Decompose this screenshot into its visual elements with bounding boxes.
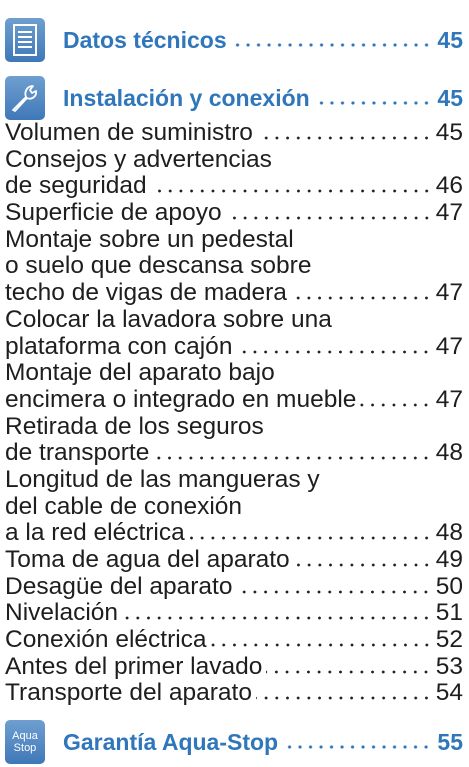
entry: Nivelación 51 xyxy=(5,600,463,627)
entry: Volumen de suministro 45 xyxy=(5,119,463,147)
entry: Superficie de apoyo 47 xyxy=(5,199,463,227)
entry-line: plataforma con cajón xyxy=(5,332,233,360)
entry: Consejos y advertencias de seguridad 46 xyxy=(5,145,463,200)
leader xyxy=(236,589,432,594)
section: Instalación y conexión 45 xyxy=(5,75,463,121)
entry-row: Nivelación 51 xyxy=(5,600,463,627)
entry-page: 54 xyxy=(435,679,463,707)
entry-line: Montaje sobre un pedestal xyxy=(5,225,294,253)
entry-page: 45 xyxy=(435,119,463,146)
icon-document xyxy=(5,18,45,62)
leader xyxy=(256,136,432,140)
entry-line: o suelo que descansa sobre xyxy=(5,252,312,280)
entry-line: Volumen de suministro xyxy=(5,119,253,146)
entry-page: 47 xyxy=(435,199,463,227)
entry-page: 47 xyxy=(435,332,463,360)
entry-line: Desagüe del aparato xyxy=(5,572,233,600)
icon-text: Stop xyxy=(13,742,37,754)
entry: Transporte del aparato 54 xyxy=(5,680,463,707)
icon-aqua-stop: Aqua Stop xyxy=(5,720,45,764)
entry-row: Transporte del aparato 54 xyxy=(5,680,463,707)
entry-page: 52 xyxy=(435,626,463,654)
entry-line: techo de vigas de madera xyxy=(5,279,287,307)
entry: Montaje sobre un pedestal o suelo que des… xyxy=(5,225,463,307)
entry-page: 50 xyxy=(435,572,463,600)
entry-row: a la red eléctrica 48 xyxy=(5,520,463,547)
icon-wrench xyxy=(5,76,45,120)
entry-row: plataforma con cajón 47 xyxy=(5,332,463,361)
entry-line: Conexión eléctrica xyxy=(5,626,207,654)
entry: Montaje del aparato bajo encimera o integ… xyxy=(5,359,463,414)
entry-line: Nivelación xyxy=(5,599,119,627)
section-title: Garantía Aqua-Stop xyxy=(63,728,279,755)
entry-page: 51 xyxy=(435,599,463,627)
entry-row: Conexión eléctrica 52 xyxy=(5,626,463,654)
entry-page: 47 xyxy=(435,279,463,307)
leader xyxy=(290,296,432,301)
leader xyxy=(266,669,432,674)
entry-line: del cable de conexión xyxy=(5,492,243,520)
entry-line: Longitud de las mangueras y xyxy=(5,465,320,493)
entry-page: 48 xyxy=(435,439,463,467)
entry-row: techo de vigas de madera 47 xyxy=(5,279,463,307)
entry-line: Colocar la lavadora sobre una xyxy=(5,305,332,333)
section-page: 45 xyxy=(437,84,463,111)
entry-line: Transporte del aparato xyxy=(5,679,252,707)
leader xyxy=(236,349,432,354)
entry-page: 49 xyxy=(435,546,463,573)
leader xyxy=(315,99,432,106)
leader xyxy=(255,696,432,701)
entry-line: Superficie de apoyo xyxy=(5,199,222,227)
entry-line: Antes del primer lavado xyxy=(5,652,263,680)
entry-line: Montaje del aparato bajo xyxy=(5,359,275,387)
entry-list: Volumen de suministro 45 Consejos y advert… xyxy=(5,119,463,707)
entry: Toma de agua del aparato 49 xyxy=(5,546,463,574)
section-page: 45 xyxy=(437,26,463,53)
entry-line: Retirada de los seguros xyxy=(5,412,264,440)
section-title: Instalación y conexión xyxy=(63,84,310,111)
leader xyxy=(225,216,432,221)
leader xyxy=(153,456,432,461)
entry-row: Toma de agua del aparato 49 xyxy=(5,546,463,574)
entry-row: Superficie de apoyo 47 xyxy=(5,199,463,227)
leader xyxy=(293,563,432,567)
entry: Conexión eléctrica 52 xyxy=(5,626,463,654)
leader xyxy=(284,743,432,750)
icon-text: Aqua xyxy=(12,730,38,742)
entry-row: de seguridad 46 xyxy=(5,173,463,200)
leader xyxy=(188,536,432,541)
entry: Colocar la lavadora sobre una plataforma … xyxy=(5,305,463,361)
entry: Desagüe del aparato 50 xyxy=(5,572,463,601)
leader xyxy=(210,643,432,648)
entry-page: 46 xyxy=(435,172,463,200)
entry-line: a la red eléctrica xyxy=(5,519,185,547)
leader xyxy=(360,402,432,407)
entry-line: de seguridad xyxy=(5,172,147,200)
leader xyxy=(122,616,432,621)
entry-row: Antes del primer lavado 53 xyxy=(5,652,463,681)
leader xyxy=(150,189,432,194)
entry-row: encimera o integrado en mueble 47 xyxy=(5,385,463,414)
section-page: 55 xyxy=(437,728,463,755)
section-title: Datos técnicos xyxy=(63,26,227,53)
entry-row: de transporte 48 xyxy=(5,440,463,467)
entry: Longitud de las mangueras y del cable de … xyxy=(5,465,463,547)
entry-line: Consejos y advertencias xyxy=(5,145,272,173)
entry-line: encimera o integrado en mueble xyxy=(5,385,357,413)
entry-page: 53 xyxy=(435,652,463,680)
section: Datos técnicos 45 xyxy=(5,17,463,63)
entry-line: Toma de agua del aparato xyxy=(5,546,290,573)
entry-page: 47 xyxy=(435,385,463,413)
entry: Retirada de los seguros de transporte 48 xyxy=(5,412,463,467)
entry-row: Desagüe del aparato 50 xyxy=(5,572,463,601)
entry-page: 48 xyxy=(435,519,463,547)
entry-line: de transporte xyxy=(5,439,150,467)
leader xyxy=(232,41,432,48)
section: Aqua Stop Garantía Aqua-Stop 55 xyxy=(5,719,463,765)
entry: Antes del primer lavado 53 xyxy=(5,652,463,681)
entry-row: Volumen de suministro 45 xyxy=(5,119,463,147)
